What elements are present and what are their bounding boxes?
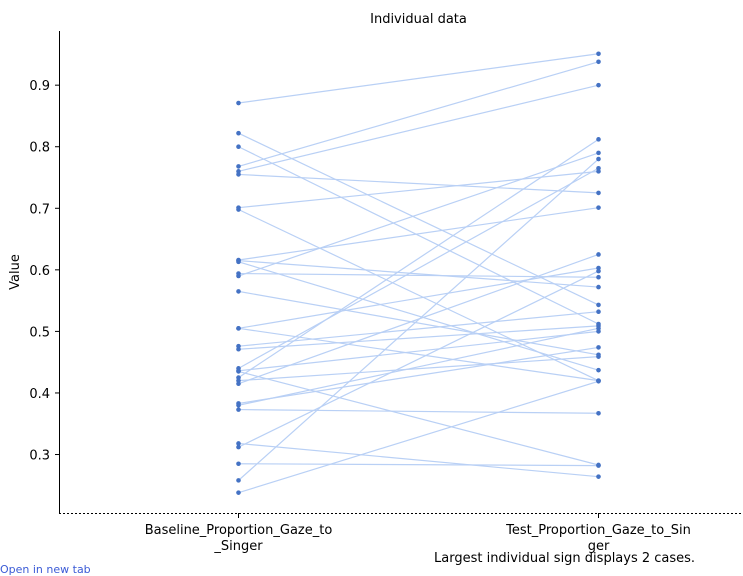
data-point xyxy=(236,478,241,483)
data-point xyxy=(236,289,241,294)
data-point xyxy=(236,164,241,169)
subject-line xyxy=(238,408,599,414)
data-point xyxy=(236,273,241,279)
data-point xyxy=(596,51,601,57)
data-point xyxy=(236,401,241,406)
data-point xyxy=(596,474,601,479)
subject-line xyxy=(238,380,599,494)
data-point xyxy=(596,302,601,308)
data-point xyxy=(596,268,601,274)
data-point xyxy=(596,59,601,65)
data-point xyxy=(236,381,241,387)
chart-footnote: Largest individual sign displays 2 cases… xyxy=(434,551,696,566)
subject-line xyxy=(238,146,599,325)
data-point xyxy=(596,367,601,373)
subject-line xyxy=(238,270,599,448)
data-point xyxy=(596,137,601,142)
subject-line xyxy=(238,152,599,277)
y-tick-label: 0.8 xyxy=(29,141,50,156)
data-point xyxy=(596,378,601,384)
data-point xyxy=(596,274,601,280)
subject-line xyxy=(238,61,599,168)
data-point xyxy=(596,252,601,257)
data-point xyxy=(236,100,241,106)
data-point xyxy=(236,441,241,446)
x-tick-label-line: _Singer xyxy=(213,539,263,554)
data-point xyxy=(236,144,241,150)
data-point xyxy=(596,410,601,416)
data-point xyxy=(596,284,601,290)
data-point xyxy=(596,150,601,156)
data-point xyxy=(596,82,601,88)
subject-line xyxy=(238,463,599,467)
data-point xyxy=(596,354,601,359)
y-tick-label: 0.7 xyxy=(29,202,50,217)
subject-line xyxy=(238,170,599,209)
chart-title: Individual data xyxy=(370,12,467,27)
subject-line xyxy=(238,290,599,356)
x-tick-label-line: ger xyxy=(588,539,610,554)
data-point xyxy=(236,444,241,450)
y-tick-label: 0.5 xyxy=(29,325,50,340)
x-tick-label: Baseline_Proportion_Gaze_to _Singer xyxy=(145,523,333,554)
data-point xyxy=(596,205,601,210)
y-tick-label: 0.9 xyxy=(29,79,50,94)
y-tick-label: 0.6 xyxy=(29,264,50,279)
subject-line xyxy=(238,356,599,382)
subject-line xyxy=(238,325,599,350)
y-tick-label: 0.4 xyxy=(29,387,50,402)
subject-line xyxy=(238,167,599,369)
data-point xyxy=(596,309,601,315)
data-point xyxy=(236,130,241,136)
data-point xyxy=(596,326,601,331)
subject-line xyxy=(238,261,599,371)
subject-line xyxy=(238,346,599,405)
subject-line xyxy=(238,260,599,288)
subject-line xyxy=(238,207,599,261)
x-axis-ticks: Baseline_Proportion_Gaze_to _Singer Test_P… xyxy=(145,513,691,554)
subject-line xyxy=(238,330,599,372)
data-point xyxy=(596,190,601,196)
subject-line xyxy=(238,327,599,382)
data-point xyxy=(236,407,241,412)
x-tick-label: Test_Proportion_Gaze_to_Sin ger xyxy=(505,523,691,554)
subject-line xyxy=(238,267,599,329)
data-point xyxy=(236,326,241,331)
data-point xyxy=(596,345,601,350)
subject-line xyxy=(238,53,599,104)
data-point xyxy=(596,165,601,171)
subject-line xyxy=(238,84,599,172)
series-points xyxy=(236,51,601,495)
data-point xyxy=(236,369,241,374)
subject-line xyxy=(238,327,599,406)
subject-line xyxy=(238,158,599,481)
data-point xyxy=(596,462,601,468)
y-tick-label: 0.3 xyxy=(29,449,50,464)
data-point xyxy=(236,346,241,352)
subject-line xyxy=(238,138,599,379)
data-point xyxy=(236,172,241,177)
open-link[interactable]: Open in new tab xyxy=(0,563,91,576)
data-point xyxy=(596,156,601,162)
subject-line xyxy=(238,173,599,194)
y-axis-ticks: 0.3 0.4 0.5 0.6 0.7 0.8 0.9 xyxy=(29,79,60,464)
x-tick-label-line: Test_Proportion_Gaze_to_Sin xyxy=(505,523,691,538)
data-point xyxy=(236,207,241,212)
data-point xyxy=(236,259,241,265)
x-tick-label-line: Baseline_Proportion_Gaze_to xyxy=(145,523,333,538)
data-point xyxy=(236,461,241,467)
subject-line xyxy=(238,311,599,347)
y-axis-label: Value xyxy=(8,254,23,290)
series-lines xyxy=(238,53,599,494)
data-point xyxy=(236,490,241,495)
subject-line xyxy=(238,442,599,478)
subject-line xyxy=(238,370,599,466)
